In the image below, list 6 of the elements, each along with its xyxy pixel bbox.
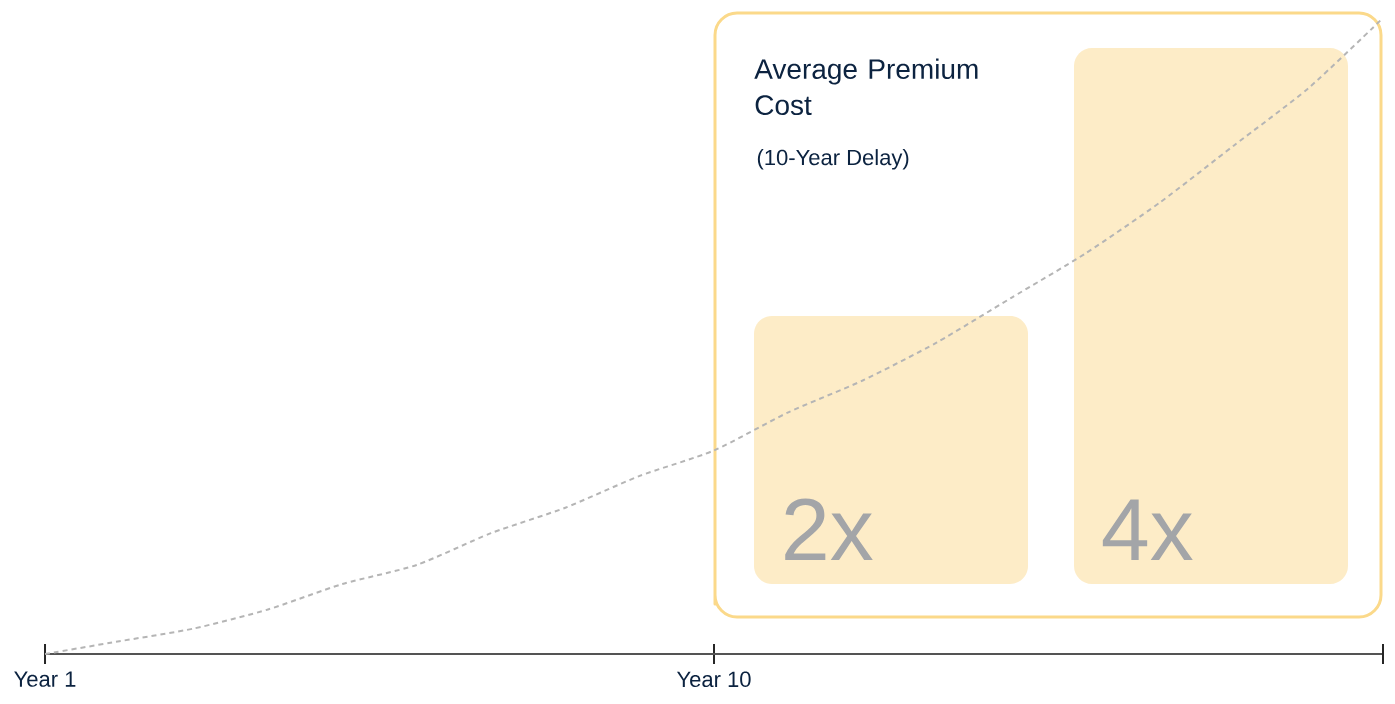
text: Average Premium Cost [754,58,978,116]
x-tick-label: Year 10 [676,671,751,688]
x-tick-label: Year 1 [14,671,76,687]
text: (10-Year Delay) [757,149,909,170]
data-label: 2x [785,498,873,560]
data-label: 4x [1102,499,1193,560]
